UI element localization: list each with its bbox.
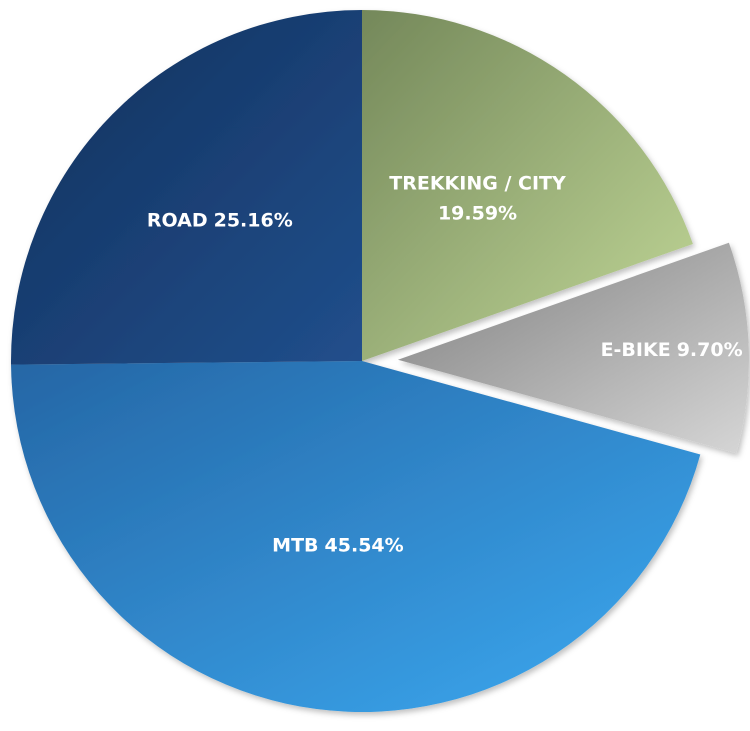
pie-slice [362, 10, 693, 361]
slice-label: ROAD 25.16% [147, 209, 293, 231]
slice-label: MTB 45.54% [272, 534, 404, 556]
pie-slice [11, 10, 362, 365]
category-label: MTB [272, 534, 318, 556]
value-label: 45.54% [325, 534, 404, 556]
slices [11, 10, 749, 713]
value-label: 19.59% [438, 202, 517, 224]
pie-slice [397, 242, 749, 454]
labels: TREKKING / CITY 19.59% E-BIKE 9.70% MTB 45.54… [147, 172, 743, 556]
value-label: 9.70% [677, 339, 743, 361]
value-label: 25.16% [214, 209, 293, 231]
slice-label: E-BIKE 9.70% [601, 339, 743, 361]
pie-slice [11, 361, 701, 713]
category-label: ROAD [147, 209, 208, 231]
slice-label: TREKKING / CITY 19.59% [389, 172, 566, 224]
category-label: TREKKING / CITY [389, 172, 566, 194]
category-label: E-BIKE [601, 339, 671, 361]
